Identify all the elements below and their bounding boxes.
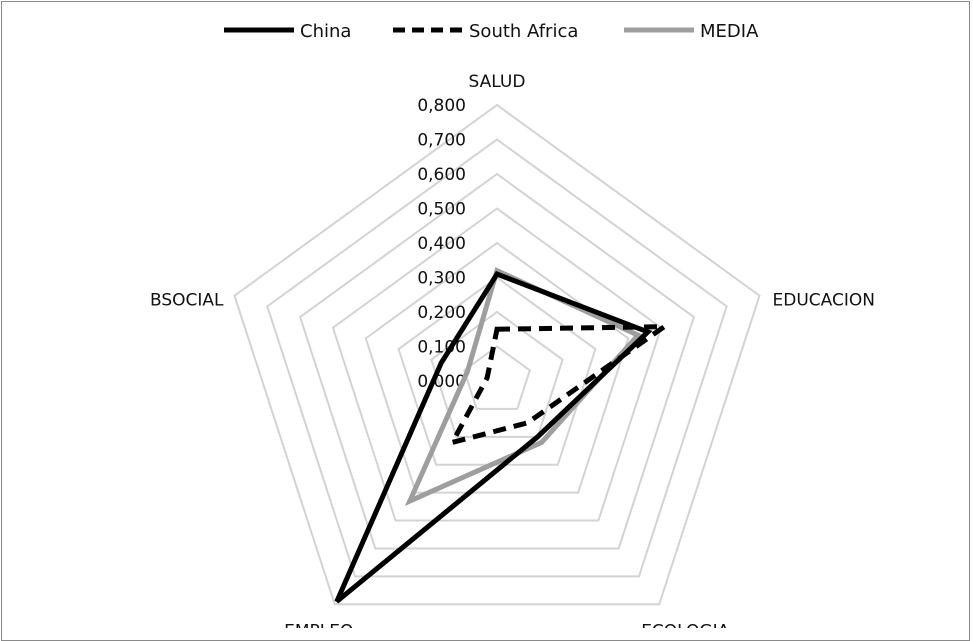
series-line-south-africa [447,324,673,447]
tick-label: 0,800 [417,96,466,116]
tick-label: 0,300 [417,269,466,289]
grid-ring [430,310,564,438]
tick-label: 0,200 [417,303,466,323]
grid-ring [233,103,761,606]
axis-label-empleo: EMPLEO [284,621,353,628]
axis-label-bsocial: BSOCIAL [150,291,224,311]
tick-label: 0,600 [417,165,466,185]
axis-labels: SALUD EDUCACION ECOLOGIA EMPLEO BSOCIAL [150,72,875,628]
legend-label-south-africa: South Africa [469,21,578,42]
tick-label: 0,700 [417,131,466,151]
tick-labels: 0,0000,1000,2000,3000,4000,5000,6000,700… [417,96,466,392]
legend: China South Africa MEDIA [224,21,759,42]
radar-chart: 0,0000,1000,2000,3000,4000,5000,6000,700… [150,21,875,628]
grid-layer [233,103,761,606]
axis-label-salud: SALUD [469,72,526,92]
tick-label: 0,400 [417,234,466,254]
legend-label-media: MEDIA [700,21,759,42]
grid-ring [266,138,728,578]
axis-label-educacion: EDUCACION [772,291,874,311]
legend-label-china: China [300,21,351,42]
series-line-media [404,267,643,506]
series-layer [334,267,673,604]
series-line-china [334,270,653,604]
axis-label-ecologia: ECOLOGIA [641,621,729,628]
grid-ring [331,207,663,522]
tick-label: 0,100 [417,338,466,358]
tick-label: 0,500 [417,200,466,220]
grid-ring [298,172,696,550]
